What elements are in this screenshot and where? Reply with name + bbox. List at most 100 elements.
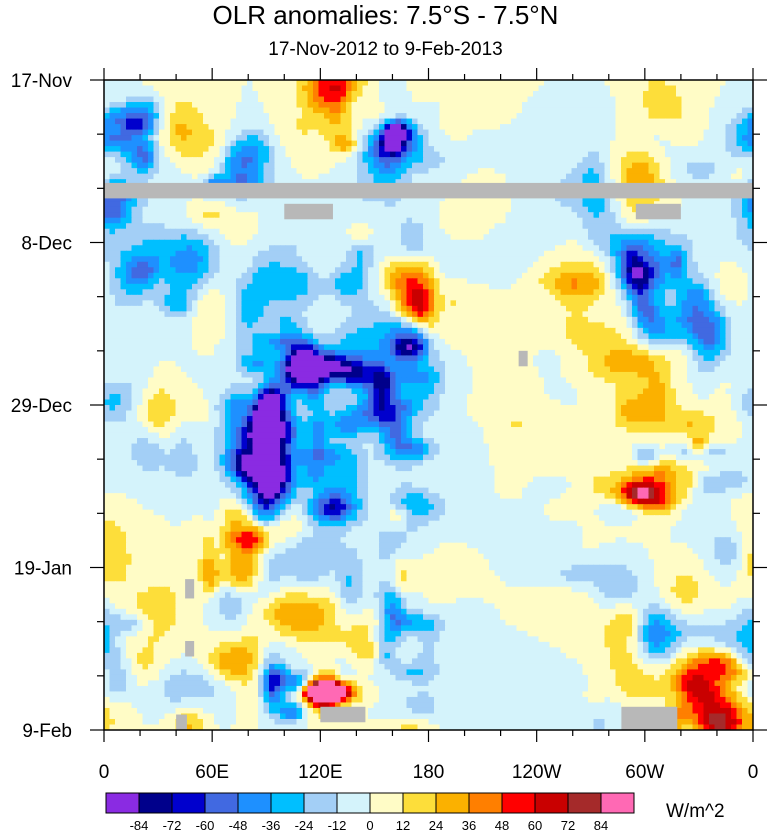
heatmap-cell [544,168,551,175]
heatmap-cell [104,305,111,312]
heatmap-cell [406,173,413,180]
heatmap-cell [351,157,358,164]
heatmap-cell [681,250,688,257]
heatmap-cell [428,272,435,279]
heatmap-cell [577,162,584,169]
heatmap-cell [214,91,221,98]
heatmap-cell [544,129,551,136]
heatmap-cell [632,206,639,213]
heatmap-cell [368,256,375,263]
heatmap-cell [692,223,699,230]
heatmap-cell [137,300,144,307]
heatmap-cell [582,256,589,263]
heatmap-cell [181,113,188,120]
heatmap-cell [225,201,232,208]
heatmap-cell [269,261,276,268]
heatmap-cell [258,168,265,175]
heatmap-cell [401,80,408,87]
heatmap-cell [428,80,435,87]
heatmap-cell [340,91,347,98]
heatmap-cell [566,96,573,103]
heatmap-cell [731,201,738,208]
heatmap-cell [731,212,738,219]
heatmap-cell [434,283,441,290]
heatmap-cell [533,195,540,202]
heatmap-cell [109,239,116,246]
heatmap-cell [483,239,490,246]
heatmap-cell [467,91,474,98]
heatmap-cell [709,118,716,125]
heatmap-cell [115,140,122,147]
heatmap-cell [665,267,672,274]
heatmap-cell [511,113,518,120]
heatmap-cell [615,102,622,109]
heatmap-cell [731,294,738,301]
heatmap-cell [236,157,243,164]
heatmap-cell [197,118,204,125]
heatmap-cell [538,305,545,312]
heatmap-cell [280,206,287,213]
heatmap-cell [269,283,276,290]
heatmap-cell [401,228,408,235]
heatmap-cell [357,91,364,98]
heatmap-cell [137,212,144,219]
heatmap-cell [115,283,122,290]
heatmap-cell [742,228,749,235]
heatmap-cell [566,135,573,142]
heatmap-cell [687,91,694,98]
heatmap-cell [148,195,155,202]
heatmap-cell [115,91,122,98]
heatmap-cell [483,173,490,180]
heatmap-cell [324,129,331,136]
heatmap-cell [670,124,677,131]
heatmap-cell [230,256,237,263]
heatmap-cell [285,107,292,114]
heatmap-cell [252,173,259,180]
heatmap-cell [148,272,155,279]
heatmap-cell [643,239,650,246]
heatmap-cell [181,283,188,290]
heatmap-cell [291,129,298,136]
heatmap-cell [401,151,408,158]
heatmap-cell [703,261,710,268]
heatmap-cell [450,228,457,235]
heatmap-cell [571,124,578,131]
heatmap-cell [731,217,738,224]
heatmap-cell [302,272,309,279]
heatmap-cell [555,168,562,175]
heatmap-cell [445,305,452,312]
heatmap-cell [736,162,743,169]
heatmap-cell [296,261,303,268]
heatmap-cell [692,124,699,131]
heatmap-cell [192,80,199,87]
heatmap-cell [676,272,683,279]
heatmap-cell [142,151,149,158]
heatmap-cell [357,173,364,180]
heatmap-cell [170,118,177,125]
heatmap-cell [340,223,347,230]
heatmap-cell [368,201,375,208]
heatmap-cell [164,151,171,158]
heatmap-cell [208,173,215,180]
heatmap-cell [368,124,375,131]
heatmap-cell [687,107,694,114]
heatmap-cell [632,289,639,296]
heatmap-cell [335,289,342,296]
heatmap-cell [335,140,342,147]
heatmap-cell [417,256,424,263]
heatmap-cell [214,85,221,92]
heatmap-cell [318,146,325,153]
heatmap-cell [472,250,479,257]
heatmap-cell [439,278,446,285]
heatmap-cell [533,239,540,246]
heatmap-cell [566,228,573,235]
heatmap-cell [637,245,644,252]
heatmap-cell [494,124,501,131]
heatmap-cell [373,179,380,186]
heatmap-cell [736,228,743,235]
heatmap-cell [208,294,215,301]
heatmap-cell [582,228,589,235]
heatmap-cell [170,223,177,230]
heatmap-cell [522,129,529,136]
heatmap-cell [318,223,325,230]
